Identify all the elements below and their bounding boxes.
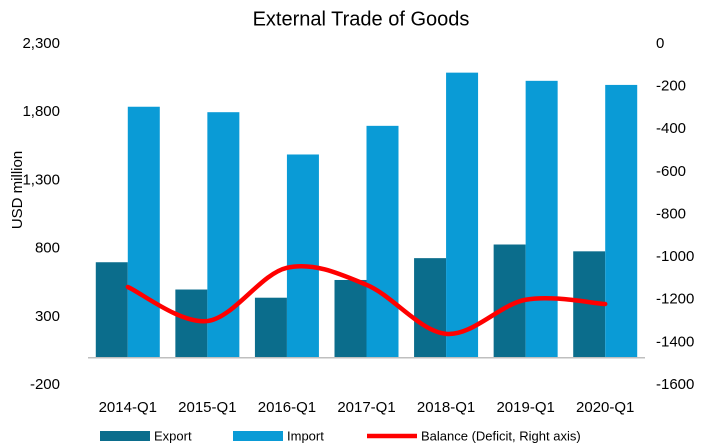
chart-title: External Trade of Goods (253, 8, 470, 30)
bar (127, 106, 160, 358)
x-tick-label: 2015-Q1 (178, 399, 236, 416)
y2-tick-label: -200 (656, 78, 686, 95)
bar (95, 262, 128, 358)
x-tick-label: 2017-Q1 (337, 399, 395, 416)
x-tick-label: 2020-Q1 (576, 399, 634, 416)
y2-tick-label: -1600 (656, 376, 694, 393)
y2-tick-label: -800 (656, 205, 686, 222)
legend-swatch (100, 431, 150, 441)
y-tick-label: 1,800 (22, 103, 60, 120)
y-tick-label: -200 (30, 376, 60, 393)
bar (366, 125, 399, 358)
bar (334, 279, 367, 358)
line (125, 263, 608, 337)
legend-label: Balance (Deficit, Right axis) (421, 428, 581, 443)
y2-tick-label: -400 (656, 120, 686, 137)
y-tick-label: 1,300 (22, 171, 60, 188)
bar (414, 258, 447, 358)
bar (175, 289, 208, 358)
y-axis-label: USD million (9, 151, 26, 229)
y2-tick-label: -1200 (656, 291, 694, 308)
legend-label: Import (287, 428, 324, 443)
legend-label: Export (154, 428, 192, 443)
bar (286, 154, 319, 358)
x-tick-label: 2014-Q1 (99, 399, 157, 416)
bar (446, 72, 479, 358)
x-tick-label: 2016-Q1 (258, 399, 316, 416)
bar (254, 297, 287, 358)
y-tick-label: 800 (35, 240, 60, 257)
legend-swatch (233, 431, 283, 441)
y-tick-label: 300 (35, 308, 60, 325)
x-tick-label: 2018-Q1 (417, 399, 475, 416)
y2-tick-label: -600 (656, 163, 686, 180)
bar (605, 84, 638, 358)
y2-tick-label: -1400 (656, 333, 694, 350)
y2-tick-label: 0 (656, 35, 664, 52)
y-tick-label: 2,300 (22, 35, 60, 52)
x-tick-label: 2019-Q1 (496, 399, 554, 416)
bar (525, 80, 558, 358)
y2-tick-label: -1000 (656, 248, 694, 265)
